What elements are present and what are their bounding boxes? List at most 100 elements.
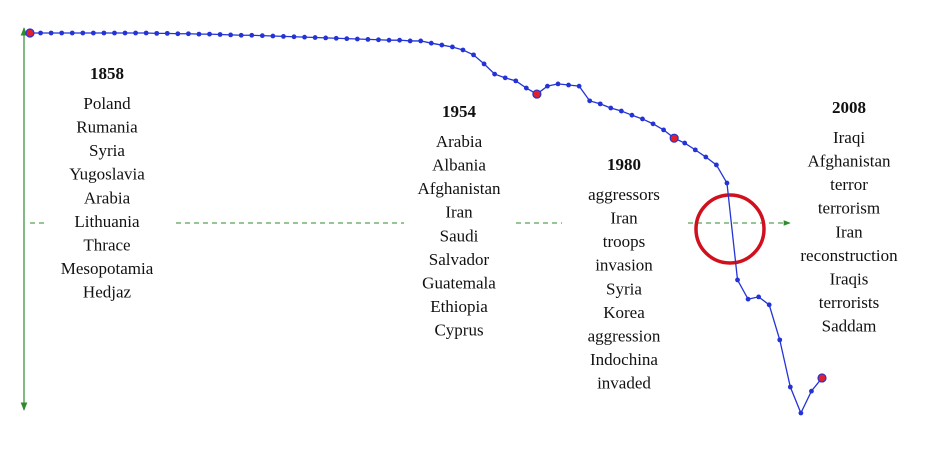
annotation-word: terrorists [819, 293, 879, 312]
annotation-word: Iran [610, 209, 638, 228]
point [777, 337, 783, 343]
point [513, 78, 519, 84]
annotation-word: Rumania [76, 118, 138, 137]
annotation-year: 2008 [832, 98, 866, 117]
annotation-word: invasion [595, 256, 653, 275]
annotation-word: invaded [597, 374, 651, 393]
point [154, 30, 160, 36]
annotation-word: reconstruction [800, 246, 898, 265]
point [133, 30, 139, 36]
annotation-word: Saddam [822, 317, 877, 336]
point [365, 37, 371, 42]
point [460, 47, 466, 53]
point [502, 75, 508, 81]
point [344, 36, 350, 42]
annotation-word: troops [603, 232, 646, 251]
annotation-word: Cyprus [434, 321, 483, 340]
point [766, 302, 772, 308]
annotation-word: Iran [445, 203, 473, 222]
point [418, 38, 424, 44]
annotation-word: Albania [432, 156, 486, 175]
point [207, 31, 212, 37]
point [354, 36, 360, 42]
point [122, 30, 128, 36]
point [703, 154, 709, 160]
annotation-word: Poland [83, 94, 131, 113]
point [69, 30, 75, 36]
annotation-word: Lithuania [74, 212, 140, 231]
point [798, 410, 804, 416]
point [238, 32, 244, 38]
annotation-word: Iran [835, 222, 863, 241]
annotation-word: Mesopotamia [61, 259, 154, 278]
point [281, 33, 286, 39]
point [650, 121, 656, 127]
annotation-word: Thrace [83, 236, 130, 255]
point [291, 34, 297, 40]
point [735, 277, 740, 283]
highlight-circle [694, 193, 766, 265]
annotation-word: Saudi [440, 226, 479, 245]
highlight-point [669, 133, 679, 143]
point [745, 296, 751, 302]
point [555, 81, 561, 87]
point [164, 30, 170, 36]
annotation-word: terror [830, 175, 868, 194]
point [333, 35, 339, 41]
annotation-year: 1980 [607, 155, 641, 174]
point [397, 37, 402, 43]
point [80, 30, 86, 36]
point [471, 52, 476, 58]
point [587, 98, 593, 104]
line [30, 32, 823, 415]
point [259, 33, 265, 39]
point [439, 42, 445, 48]
annotation-word: Indochina [590, 350, 658, 369]
annotation-year: 1858 [90, 64, 124, 83]
point [597, 101, 603, 107]
point [809, 388, 814, 394]
point [618, 108, 624, 114]
point [576, 83, 582, 89]
point [312, 35, 318, 40]
point [629, 112, 635, 118]
point [682, 140, 688, 146]
annotation-word: Yugoslavia [69, 165, 145, 184]
point [407, 38, 413, 44]
annotation-word: Syria [89, 141, 125, 160]
annotation-word: Ethiopia [430, 297, 488, 316]
point [608, 105, 614, 111]
point [756, 294, 762, 300]
annotation-year: 1954 [442, 102, 477, 121]
annotation-word: Iraqi [833, 128, 865, 147]
point [566, 82, 571, 88]
point [661, 127, 666, 133]
point [38, 30, 43, 36]
annotation-word: Guatemala [422, 274, 496, 293]
point [376, 37, 381, 43]
annotation-word: Salvador [429, 250, 490, 269]
point [386, 37, 392, 43]
point [428, 40, 434, 46]
point [787, 384, 793, 390]
point [101, 30, 107, 36]
point [90, 30, 96, 36]
annotation-word: Korea [603, 303, 645, 322]
annotation-word: Arabia [436, 132, 483, 151]
annotation-word: aggressors [588, 185, 660, 204]
annotation-word: Arabia [84, 188, 131, 207]
highlight-point [817, 373, 827, 383]
point [640, 116, 645, 122]
point [112, 30, 117, 36]
point [450, 44, 455, 50]
point [186, 31, 191, 37]
point [692, 147, 698, 153]
point [302, 34, 307, 40]
point [48, 30, 54, 36]
point [270, 33, 276, 39]
annotation-word: aggression [588, 327, 661, 346]
point [323, 35, 329, 41]
point [481, 61, 487, 67]
point [143, 30, 149, 36]
